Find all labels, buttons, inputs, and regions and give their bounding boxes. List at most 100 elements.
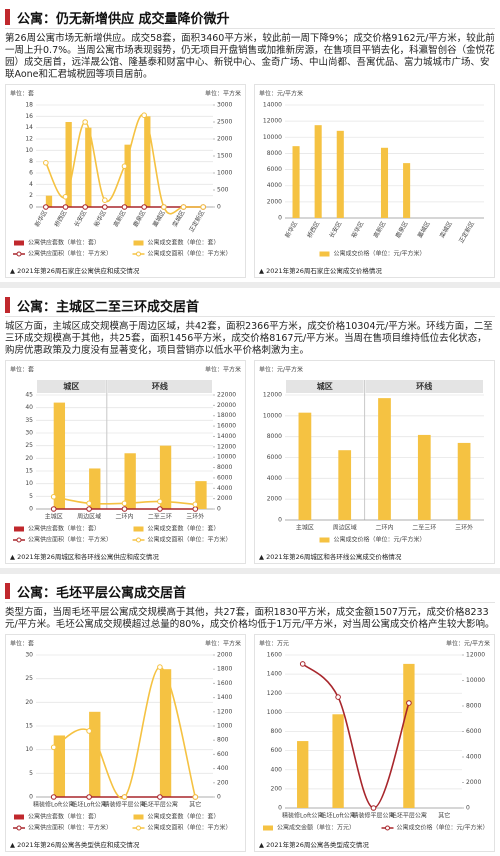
y-tick-label: 15 (25, 468, 33, 475)
x-tick-label: 栾城区 (171, 209, 187, 229)
line (53, 666, 197, 799)
x-tick-label: 二环内 (375, 524, 393, 532)
y-tick-label: 1000 (267, 709, 282, 716)
y2-tick-label: 600 (217, 751, 229, 758)
x-tick-label: 新华区 (283, 220, 299, 240)
legend-label: 公寓供应套数（单位：套） (28, 239, 100, 247)
legend-label: 公寓供应面积（单位：平方米） (28, 536, 112, 544)
legend-swatch (14, 814, 24, 820)
y2-tick-label: 1200 (217, 708, 232, 715)
y2-tick-label: 20000 (217, 402, 236, 409)
y-tick-label: 8000 (267, 433, 282, 440)
section-header: 公寓：毛坯平层公寓成交居首 (5, 580, 495, 603)
bar (332, 714, 344, 808)
line-point (86, 500, 92, 507)
x-tick-label: 毛坯Loft公寓 (320, 812, 355, 820)
y2-tick-label: 12000 (217, 443, 236, 450)
x-tick-label: 毛坯Loft公寓 (71, 801, 106, 809)
y-tick-label: 10 (25, 480, 33, 487)
line-point (102, 204, 108, 210)
y-tick-label: 30 (25, 652, 33, 659)
line-point (43, 160, 49, 166)
bar (85, 127, 92, 207)
x-tick-label: 二至三环 (148, 514, 172, 521)
line-point (121, 163, 128, 169)
bar (338, 450, 352, 520)
chart: 单位：元/平方米 0 2000 4000 6000 8000 10000 12000 城区 环线主… (259, 366, 484, 561)
y-tick-label: 400 (271, 766, 283, 773)
line-point (180, 204, 187, 210)
line (302, 663, 410, 809)
line-point (50, 506, 57, 512)
y2-tick-label: 500 (217, 187, 229, 194)
x-tick-label: 其它 (438, 812, 450, 820)
y2-axis-unit: 单位：平方米 (205, 640, 241, 648)
y2-tick-label: 1500 (217, 153, 232, 160)
y2-tick-label: 8000 (217, 464, 232, 471)
y-tick-label: 14000 (263, 102, 282, 109)
bar (457, 442, 471, 520)
y2-tick-label: 3000 (217, 102, 232, 109)
x-tick-label: 鹿泉区 (394, 220, 410, 240)
x-tick-label: 主城区 (45, 513, 63, 521)
chart-panel: 单位：万元 单位：元/平方米 0 200 400 600 800 1000 1200 1400 16… (254, 634, 495, 852)
legend-swatch (14, 526, 24, 532)
y-tick-label: 2000 (267, 496, 282, 503)
legend-label: 公寓成交套数（单位：套） (148, 525, 220, 533)
group-label: 城区 (63, 381, 79, 391)
chart: 单位：套 单位：平方米 0 2 4 6 8 10 12 14 16 18 0 500 1000 1500 200… (10, 90, 241, 276)
x-tick-label: 藁城区 (151, 209, 167, 229)
line-point (299, 661, 306, 667)
y-tick-label: 600 (271, 747, 283, 754)
x-tick-label: 桥西区 (305, 220, 321, 240)
legend-label: 公寓成交价格（单位：元/平方米） (397, 824, 489, 832)
line-point (157, 794, 163, 800)
y-tick-label: 1600 (267, 652, 282, 659)
legend-swatch (136, 537, 141, 543)
legend-swatch (263, 825, 273, 831)
bar (159, 669, 172, 797)
y-tick-label: 30 (25, 430, 33, 437)
legend-label: 公寓成交套数（单位：套） (148, 813, 220, 821)
line-point (86, 506, 92, 512)
legend-swatch (16, 251, 22, 257)
legend-swatch (16, 537, 22, 543)
y2-tick-label: 2000 (217, 495, 232, 502)
legend-label: 公寓供应套数（单位：套） (28, 813, 100, 821)
x-tick-label: 三环外 (455, 524, 473, 532)
y2-tick-label: 0 (217, 204, 221, 211)
y-axis-unit: 单位：元/平方米 (259, 366, 303, 374)
y-tick-label: 200 (271, 785, 283, 792)
section: 公寓：主城区二至三环成交居首 城区方面，主城区成交规模高于周边区域，共42套，面… (0, 288, 500, 568)
legend-label: 公寓成交面积（单位：平方米） (148, 824, 232, 832)
y2-tick-label: 1800 (217, 666, 232, 673)
chart-caption: ▲ 2021年第26周城区和各环线公寓成交价格情况 (259, 552, 402, 561)
bar (417, 434, 431, 520)
y2-tick-label: 800 (217, 737, 229, 744)
bar (124, 144, 131, 207)
group-header (37, 380, 106, 393)
header-marker (5, 9, 10, 25)
y-tick-label: 20 (25, 699, 33, 706)
y2-tick-label: 16000 (217, 423, 236, 430)
x-tick-label: 栾城区 (438, 220, 454, 240)
x-tick-label: 周边区域 (77, 513, 101, 521)
chart-panel: 单位：套 单位：平方米 0 5 10 15 20 25 30 35 40 45 0 2000 4000 600… (5, 360, 246, 564)
y2-tick-label: 200 (217, 779, 229, 786)
y-axis-unit: 单位：万元 (259, 640, 289, 648)
y-axis-unit: 单位：套 (10, 366, 34, 374)
y-tick-label: 6 (29, 170, 33, 177)
legend-label: 公寓成交套数（单位：套） (148, 239, 220, 247)
y2-axis-unit: 单位：平方米 (205, 366, 241, 374)
bar (124, 453, 136, 509)
x-tick-label: 正定新区 (457, 220, 476, 245)
y2-tick-label: 0 (466, 805, 470, 812)
x-tick-label: 高新区 (112, 209, 128, 229)
line-point (192, 501, 199, 508)
legend-swatch (319, 537, 330, 543)
line-point (335, 694, 341, 700)
line-point (157, 506, 163, 512)
line-point (370, 805, 377, 811)
y-tick-label: 0 (29, 204, 33, 211)
y2-axis-unit: 单位：平方米 (205, 90, 241, 98)
